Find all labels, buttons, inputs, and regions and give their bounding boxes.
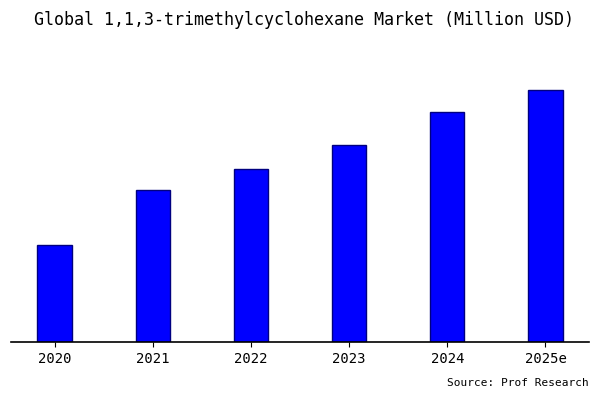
Bar xyxy=(528,90,563,342)
Bar xyxy=(430,112,464,342)
Bar xyxy=(234,169,268,342)
Text: Source: Prof Research: Source: Prof Research xyxy=(447,378,589,388)
Bar xyxy=(37,245,72,342)
Bar xyxy=(136,190,170,342)
Text: Global 1,1,3-trimethylcyclohexane Market (Million USD): Global 1,1,3-trimethylcyclohexane Market… xyxy=(34,11,574,29)
Bar xyxy=(332,145,366,342)
